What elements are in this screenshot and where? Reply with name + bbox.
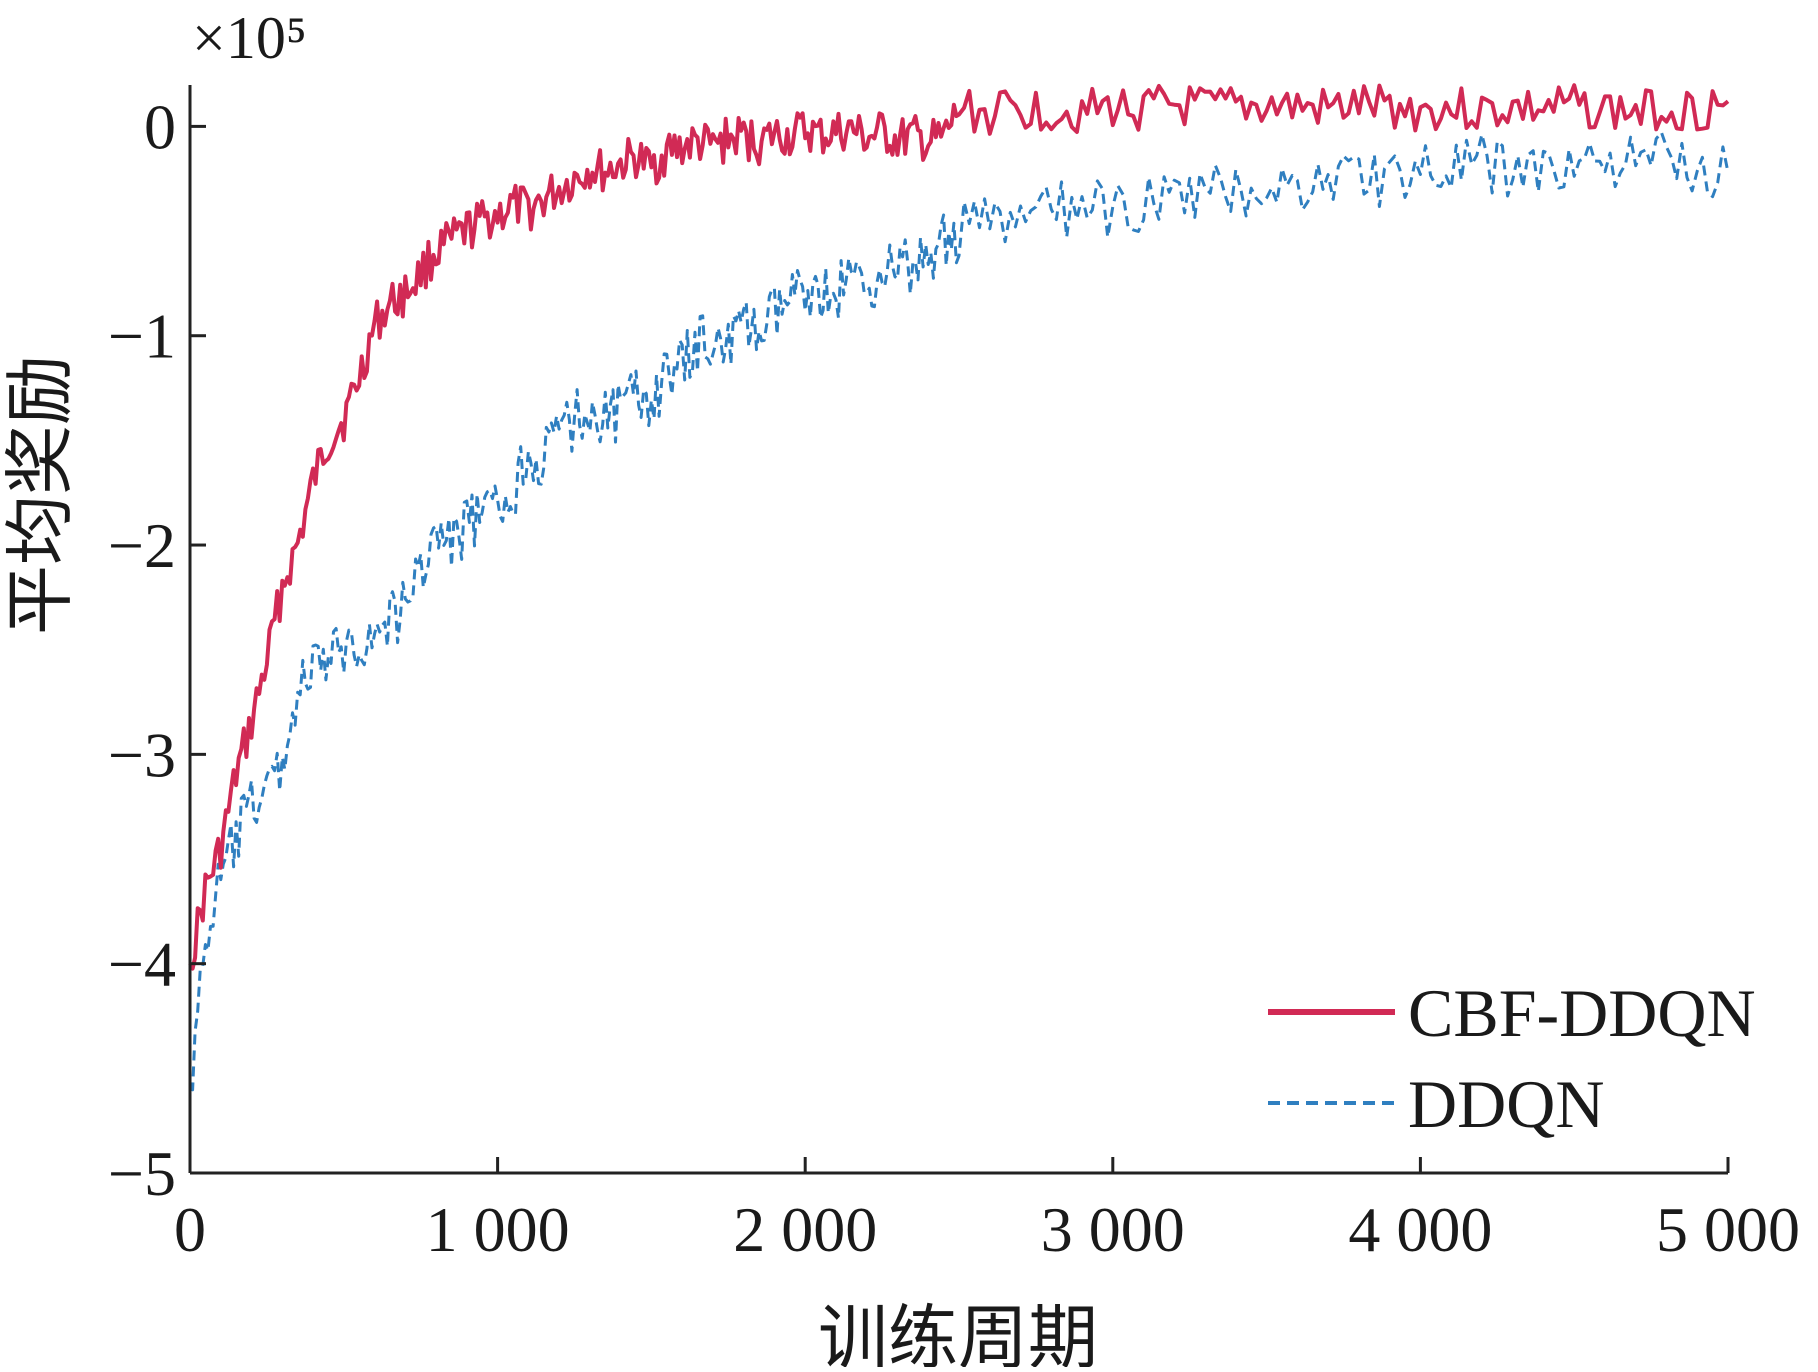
x-tick-label: 1 000 <box>426 1194 570 1265</box>
y-tick-label: 0 <box>144 91 176 162</box>
x-ticks: 0 1 000 2 000 3 000 4 000 5 000 <box>174 1157 1800 1265</box>
axes <box>188 85 1728 1175</box>
x-axis-title: 训练周期 <box>818 1301 1098 1367</box>
y-tick-label: −5 <box>108 1138 176 1209</box>
y-tick-label: −4 <box>108 929 176 1000</box>
plot-lines <box>188 83 1730 1092</box>
series-line-cbf-ddqn <box>188 83 1730 971</box>
y-ticks: 0 −1 −2 −3 −4 −5 <box>108 91 206 1209</box>
legend: CBF-DDQN DDQN <box>1268 975 1756 1142</box>
y-tick-label: −1 <box>108 301 176 372</box>
x-tick-label: 3 000 <box>1041 1194 1185 1265</box>
x-tick-label: 4 000 <box>1348 1194 1492 1265</box>
y-tick-label: −2 <box>108 510 176 581</box>
legend-label-ddqn: DDQN <box>1408 1066 1604 1142</box>
y-axis-title: 平均奖励 <box>3 355 80 635</box>
y-multiplier-label: ×10⁵ <box>192 5 307 71</box>
x-tick-label: 5 000 <box>1656 1194 1800 1265</box>
y-tick-label: −3 <box>108 719 176 790</box>
x-tick-label: 2 000 <box>733 1194 877 1265</box>
x-tick-label: 0 <box>174 1194 206 1265</box>
series-line-ddqn <box>189 130 1730 1092</box>
legend-label-cbf-ddqn: CBF-DDQN <box>1408 975 1756 1051</box>
